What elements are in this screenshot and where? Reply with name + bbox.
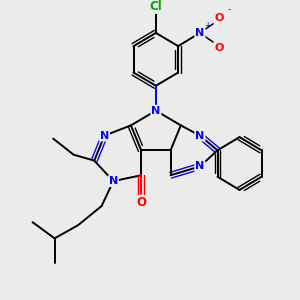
Text: O: O: [214, 13, 224, 23]
Text: +: +: [204, 21, 210, 30]
Text: N: N: [195, 161, 205, 172]
Text: N: N: [195, 130, 205, 141]
Text: N: N: [100, 130, 109, 141]
Text: Cl: Cl: [149, 0, 162, 13]
Text: N: N: [151, 106, 160, 116]
Text: N: N: [195, 28, 205, 38]
Text: -: -: [227, 4, 231, 14]
Text: O: O: [214, 43, 224, 52]
Text: N: N: [109, 176, 118, 186]
Text: O: O: [136, 196, 146, 209]
